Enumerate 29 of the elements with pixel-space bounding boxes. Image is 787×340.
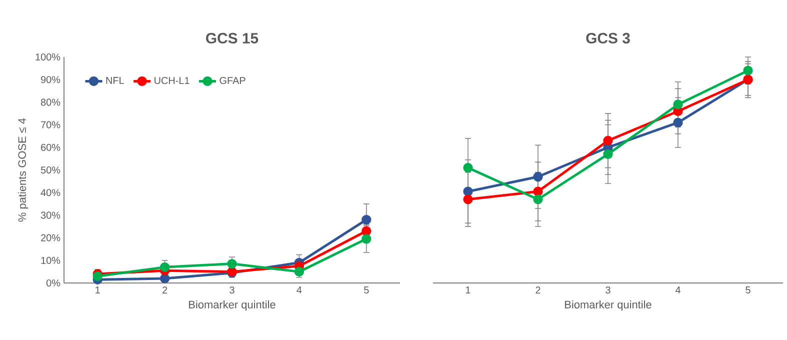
- x-tick-label: 1: [466, 286, 470, 294]
- y-tick-label: 90%: [41, 76, 60, 84]
- y-tick-label: 50%: [40, 166, 60, 174]
- y-tick-label: 70%: [41, 121, 60, 128]
- y-tick-label: 0%: [46, 279, 60, 287]
- legend-label: UCH-L1: [154, 77, 190, 84]
- y-tick-label: 40%: [40, 189, 60, 196]
- legend-label: NFL: [106, 77, 124, 84]
- legend-label: GFAP: [220, 77, 246, 84]
- y-tick-label: 10%: [41, 256, 60, 264]
- x-tick-label: 5: [364, 286, 369, 294]
- y-tick-label: 100%: [36, 53, 60, 61]
- x-tick-label: 2: [536, 286, 540, 294]
- y-tick-label: 30%: [40, 212, 60, 219]
- x-tick-label: 3: [606, 286, 610, 294]
- x-tick-label: 2: [162, 286, 168, 294]
- y-tick-label: 20%: [41, 234, 60, 242]
- y-tick-label: 80%: [40, 98, 60, 106]
- x-tick-label: 1: [96, 286, 100, 294]
- chart-title: GCS 15: [206, 32, 258, 44]
- y-axis-title: % patients GOSE ≤ 4: [18, 118, 28, 222]
- x-axis-title: Biomarker quintile: [189, 300, 276, 311]
- x-tick-label: 4: [296, 286, 302, 294]
- chart-title: GCS 3: [586, 32, 630, 44]
- x-tick-label: 5: [746, 286, 750, 294]
- y-tick-label: 60%: [41, 144, 60, 151]
- x-axis-title: Biomarker quintile: [565, 300, 652, 311]
- x-tick-label: 4: [675, 286, 680, 294]
- x-tick-label: 3: [230, 286, 234, 294]
